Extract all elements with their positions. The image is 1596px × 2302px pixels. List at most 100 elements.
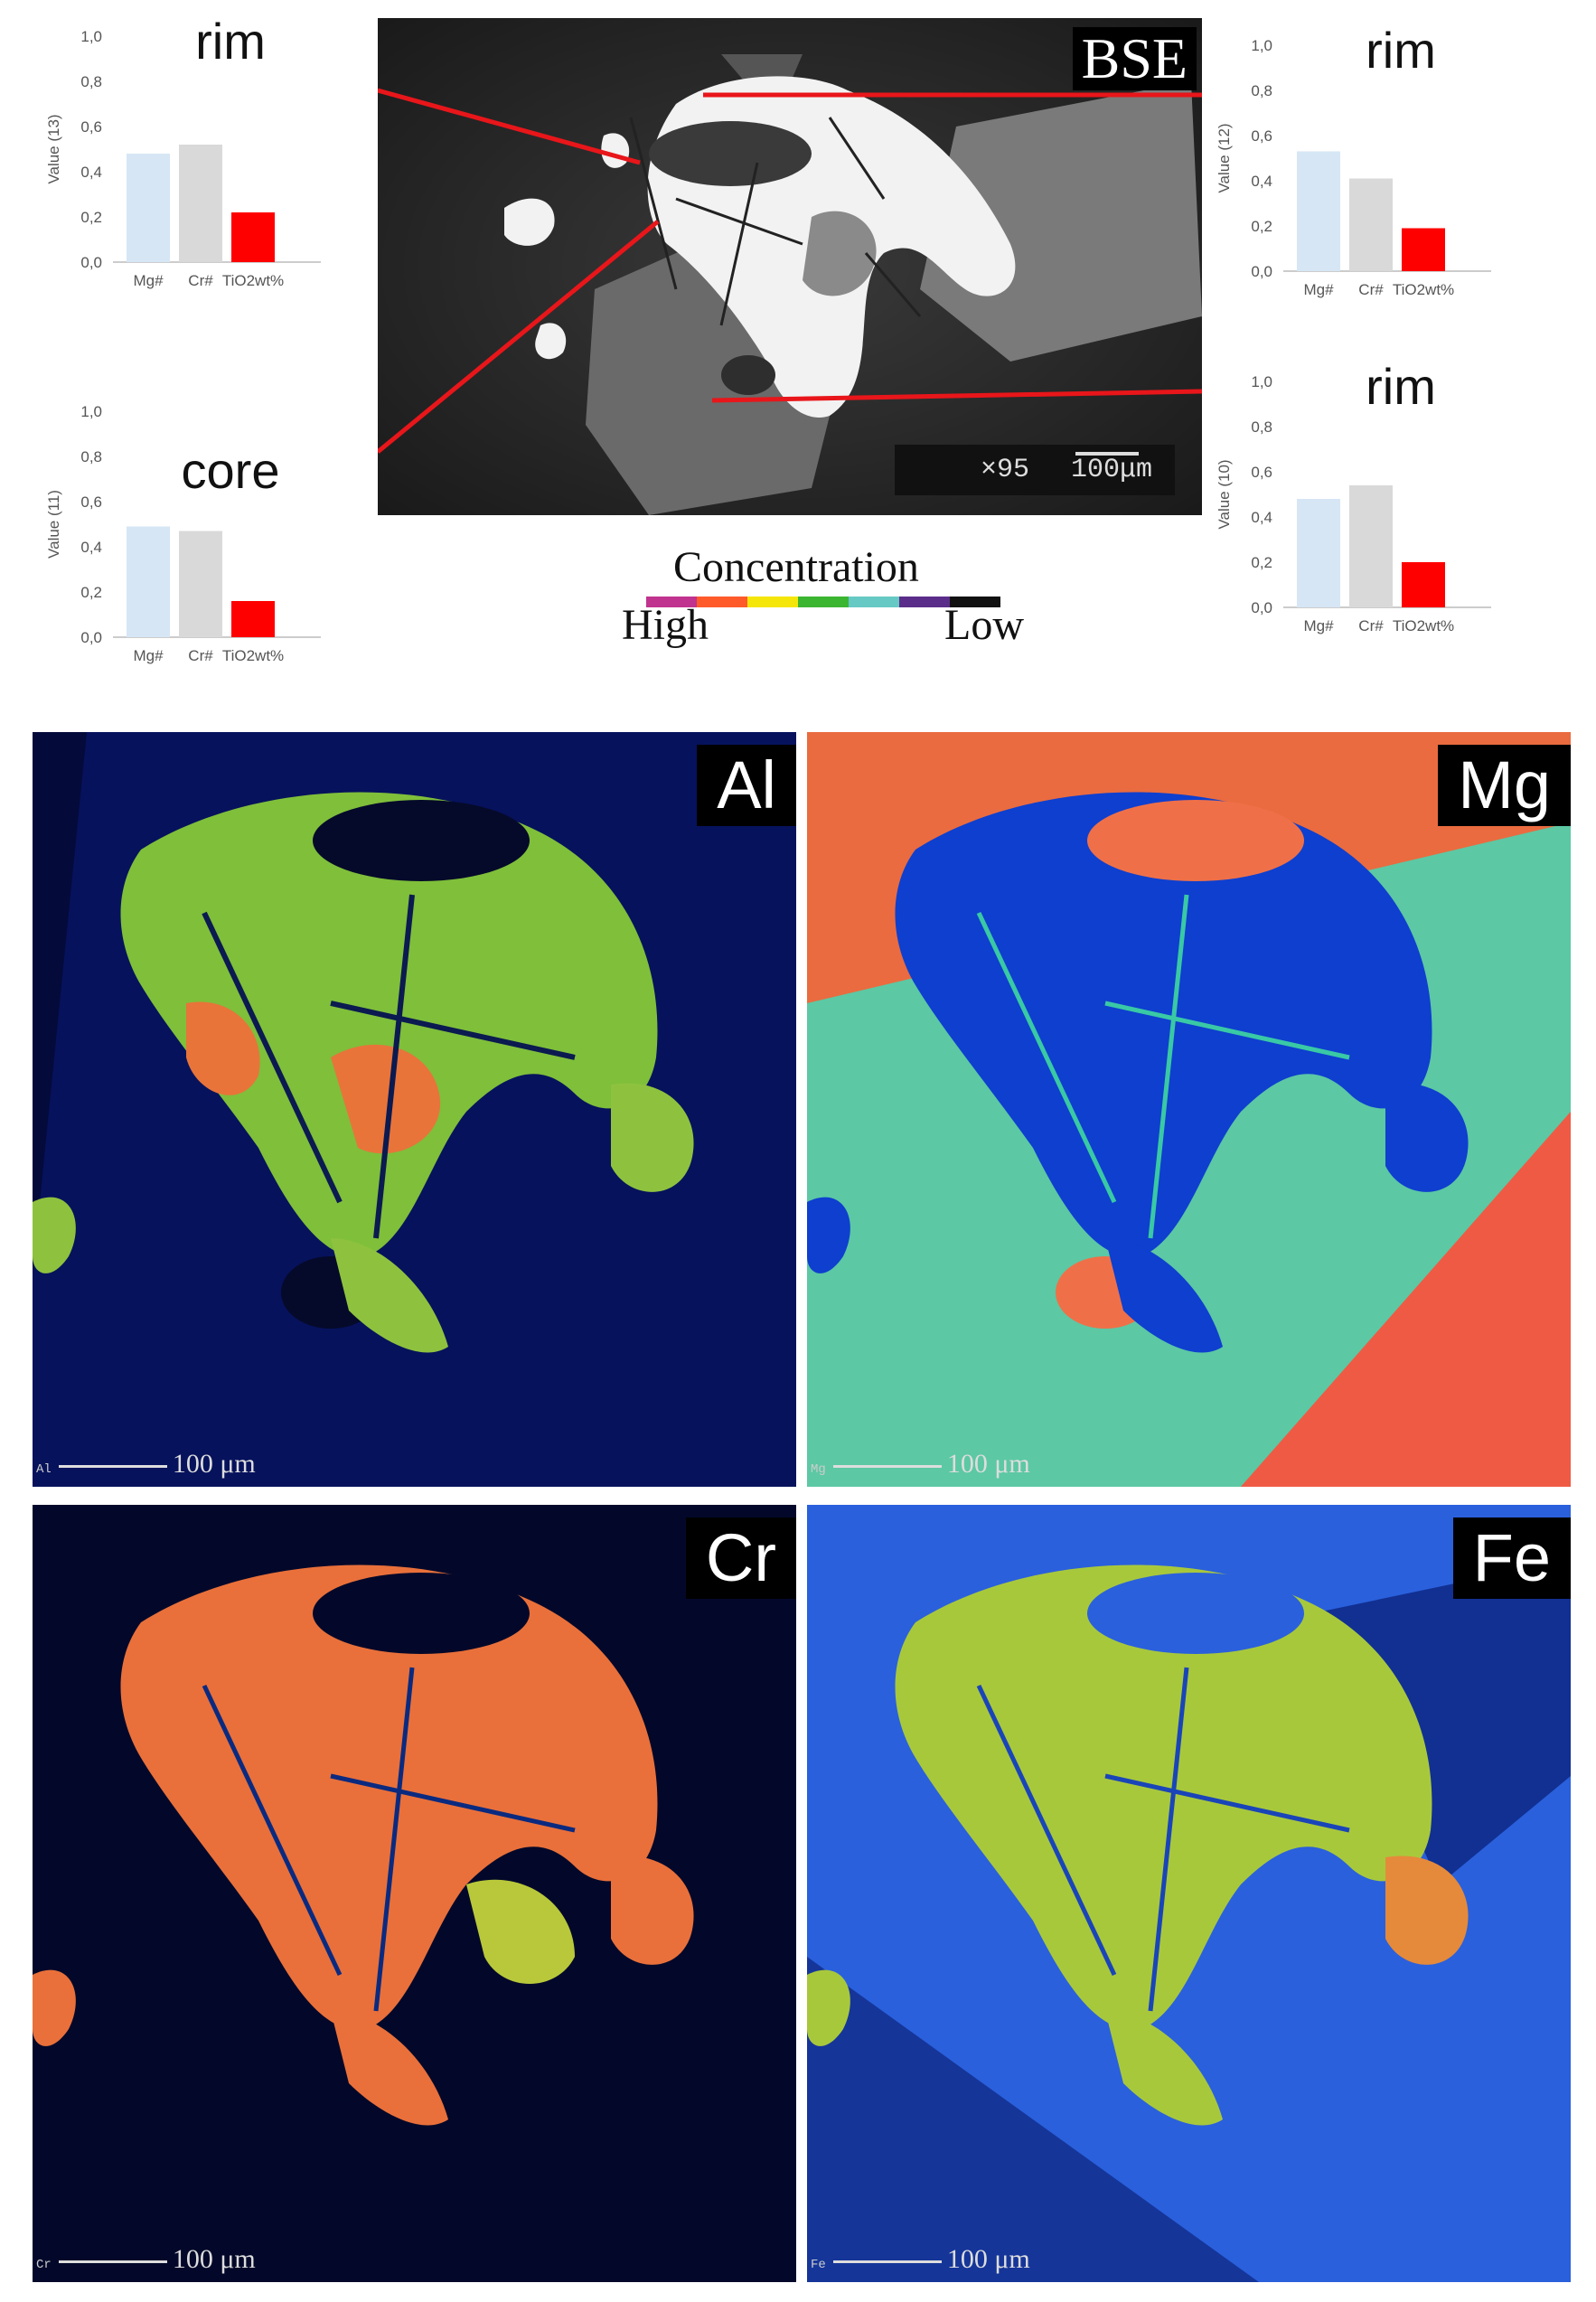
al-scale: Al 100 μm: [36, 1449, 256, 1480]
bar-tio2wt: [231, 212, 275, 262]
cr-element-code: Cr: [36, 2258, 52, 2272]
fe-map-label: Fe: [1452, 1517, 1571, 1599]
legend-high-label: High: [622, 601, 709, 649]
legend-swatch-4: [849, 597, 899, 607]
y-tick-label: 0,8: [80, 448, 102, 465]
x-tick-label: Mg#: [1303, 281, 1334, 298]
bar-mg: [127, 154, 170, 262]
bar-chart-rim-top-left: 1,0 0,8 0,6 0,4 0,2 0,0 Value (13) Mg# Cr# TiO2wt…: [45, 13, 321, 289]
x-tick-label: TiO2wt%: [222, 272, 284, 289]
bar-chart-core: 1,0 0,8 0,6 0,4 0,2 0,0 Value (11) Mg# Cr# TiO2wt…: [45, 403, 321, 664]
al-map-label: Al: [697, 745, 796, 826]
bar-cr: [1349, 485, 1393, 607]
legend-swatch-3: [798, 597, 849, 607]
bar-cr: [179, 531, 222, 637]
bse-magnification: ×95: [981, 455, 1030, 485]
region-label: rim: [195, 13, 266, 70]
mg-scale: Mg 100 μm: [811, 1449, 1030, 1480]
y-axis-label: Value (11): [45, 490, 62, 559]
legend-swatch-6: [950, 597, 1000, 607]
legend-swatch-0: [646, 597, 697, 607]
cr-scale: Cr 100 μm: [36, 2244, 256, 2275]
y-axis-label: Value (13): [45, 114, 62, 183]
legend-swatch-5: [899, 597, 950, 607]
y-tick-label: 0,6: [80, 118, 102, 136]
legend-swatch-1: [697, 597, 747, 607]
element-map-fe: Fe Fe 100 μm: [807, 1505, 1571, 2282]
y-tick-label: 0,8: [1251, 82, 1272, 99]
cr-map-label: Cr: [685, 1517, 796, 1599]
element-map-mg: Mg Mg 100 μm: [807, 732, 1571, 1487]
y-axis-label: Value (10): [1216, 459, 1233, 529]
element-map-al: Al Al 100 μm: [33, 732, 796, 1487]
y-tick-label: 0,6: [1251, 127, 1272, 145]
x-tick-label: Cr#: [1358, 281, 1384, 298]
bse-micrograph: [378, 18, 1202, 515]
y-tick-label: 0,4: [80, 539, 102, 556]
bar-cr: [1349, 178, 1393, 271]
cr-scale-text: 100 μm: [172, 2244, 256, 2274]
x-tick-label: Mg#: [1303, 617, 1334, 634]
fe-element-code: Fe: [811, 2258, 826, 2272]
bar-mg: [1297, 151, 1340, 271]
y-tick-label: 0,6: [80, 493, 102, 511]
y-tick-label: 0,2: [80, 209, 102, 226]
x-tick-label: Cr#: [188, 272, 213, 289]
al-map-image: [33, 732, 796, 1487]
y-tick-label: 0,0: [1251, 599, 1272, 616]
region-label: core: [182, 442, 280, 499]
y-tick-label: 0,4: [1251, 173, 1272, 190]
bar-tio2wt: [1402, 228, 1445, 271]
x-tick-label: TiO2wt%: [1393, 617, 1454, 634]
x-tick-label: Mg#: [133, 272, 164, 289]
y-tick-label: 0,2: [1251, 554, 1272, 571]
y-tick-label: 1,0: [1251, 37, 1272, 54]
bar-tio2wt: [1402, 562, 1445, 607]
y-tick-label: 1,0: [1251, 373, 1272, 390]
region-label: rim: [1366, 358, 1436, 415]
al-scale-text: 100 μm: [172, 1449, 256, 1479]
bse-scale-box: ×95 100μm: [895, 445, 1175, 495]
y-tick-label: 0,2: [1251, 218, 1272, 235]
mg-map-label: Mg: [1438, 745, 1571, 826]
x-tick-label: Cr#: [1358, 617, 1384, 634]
region-label: rim: [1366, 22, 1436, 79]
bse-scale-bar: [1075, 452, 1139, 456]
x-tick-label: TiO2wt%: [1393, 281, 1454, 298]
y-tick-label: 1,0: [80, 28, 102, 45]
al-scale-bar: [58, 1464, 167, 1468]
al-element-code: Al: [36, 1462, 52, 1477]
y-tick-label: 0,0: [1251, 263, 1272, 280]
x-tick-label: Mg#: [133, 647, 164, 664]
fe-scale: Fe 100 μm: [811, 2244, 1030, 2275]
legend-title: Concentration: [673, 543, 919, 591]
bar-tio2wt: [231, 601, 275, 637]
y-tick-label: 0,8: [1251, 418, 1272, 436]
mg-map-image: [807, 732, 1571, 1487]
bar-chart-rim-bottom-right: 1,0 0,8 0,6 0,4 0,2 0,0 Value (10) Mg# Cr# TiO2wt…: [1216, 358, 1491, 634]
element-map-cr: Cr Cr 100 μm: [33, 1505, 796, 2282]
bar-chart-rim-top-right: 1,0 0,8 0,6 0,4 0,2 0,0 Value (12) Mg# Cr# TiO2wt…: [1216, 22, 1491, 298]
y-axis-label: Value (12): [1216, 123, 1233, 193]
y-tick-label: 0,8: [80, 73, 102, 90]
legend-swatch-2: [747, 597, 798, 607]
y-tick-label: 1,0: [80, 403, 102, 420]
y-tick-label: 0,4: [80, 164, 102, 181]
cr-scale-bar: [58, 2260, 167, 2263]
bse-scale-text: 100μm: [1071, 455, 1153, 485]
mg-element-code: Mg: [811, 1462, 826, 1477]
bar-mg: [127, 526, 170, 637]
y-tick-label: 0,0: [80, 254, 102, 271]
legend-color-bar: [646, 597, 1000, 607]
y-tick-label: 0,2: [80, 584, 102, 601]
mg-scale-text: 100 μm: [946, 1449, 1030, 1479]
y-tick-label: 0,6: [1251, 464, 1272, 481]
cr-map-image: [33, 1505, 796, 2282]
bse-label: BSE: [1072, 27, 1197, 90]
fe-scale-bar: [832, 2260, 942, 2263]
y-tick-label: 0,4: [1251, 509, 1272, 526]
bar-cr: [179, 145, 222, 262]
y-tick-label: 0,0: [80, 629, 102, 646]
x-tick-label: Cr#: [188, 647, 213, 664]
fe-scale-text: 100 μm: [946, 2244, 1030, 2274]
